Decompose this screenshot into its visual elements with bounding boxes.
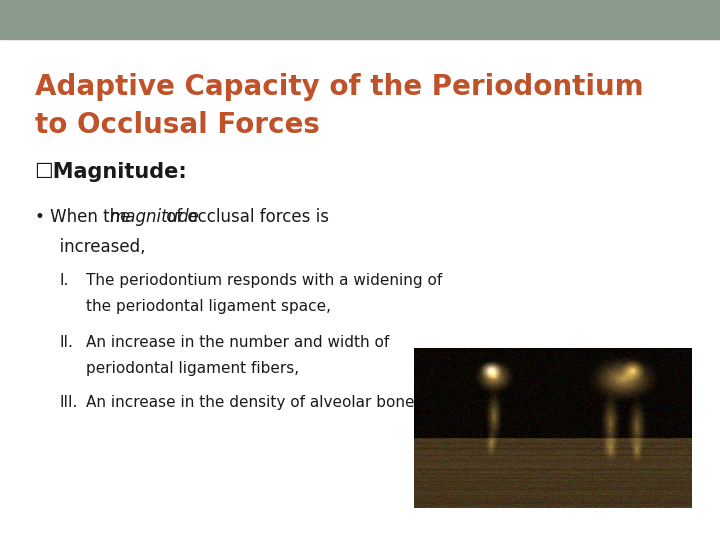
Text: the periodontal ligament space,: the periodontal ligament space,	[86, 299, 331, 314]
Text: II.: II.	[59, 335, 73, 350]
Text: increased,: increased,	[49, 238, 145, 255]
Text: periodontal ligament fibers,: periodontal ligament fibers,	[86, 361, 300, 376]
Text: ☐Magnitude:: ☐Magnitude:	[35, 162, 187, 182]
Text: An increase in the number and width of: An increase in the number and width of	[86, 335, 390, 350]
Text: Adaptive Capacity of the Periodontium: Adaptive Capacity of the Periodontium	[35, 73, 643, 101]
Text: to Occlusal Forces: to Occlusal Forces	[35, 111, 320, 139]
Text: I.: I.	[59, 273, 68, 288]
Text: III.: III.	[59, 395, 78, 410]
Text: An increase in the density of alveolar bone.: An increase in the density of alveolar b…	[86, 395, 420, 410]
Text: magnitude: magnitude	[109, 208, 199, 226]
Text: The periodontium responds with a widening of: The periodontium responds with a widenin…	[86, 273, 443, 288]
Bar	[0, 0, 720, 39]
Text: • When the: • When the	[35, 208, 135, 226]
Text: of occlusal forces is: of occlusal forces is	[161, 208, 329, 226]
